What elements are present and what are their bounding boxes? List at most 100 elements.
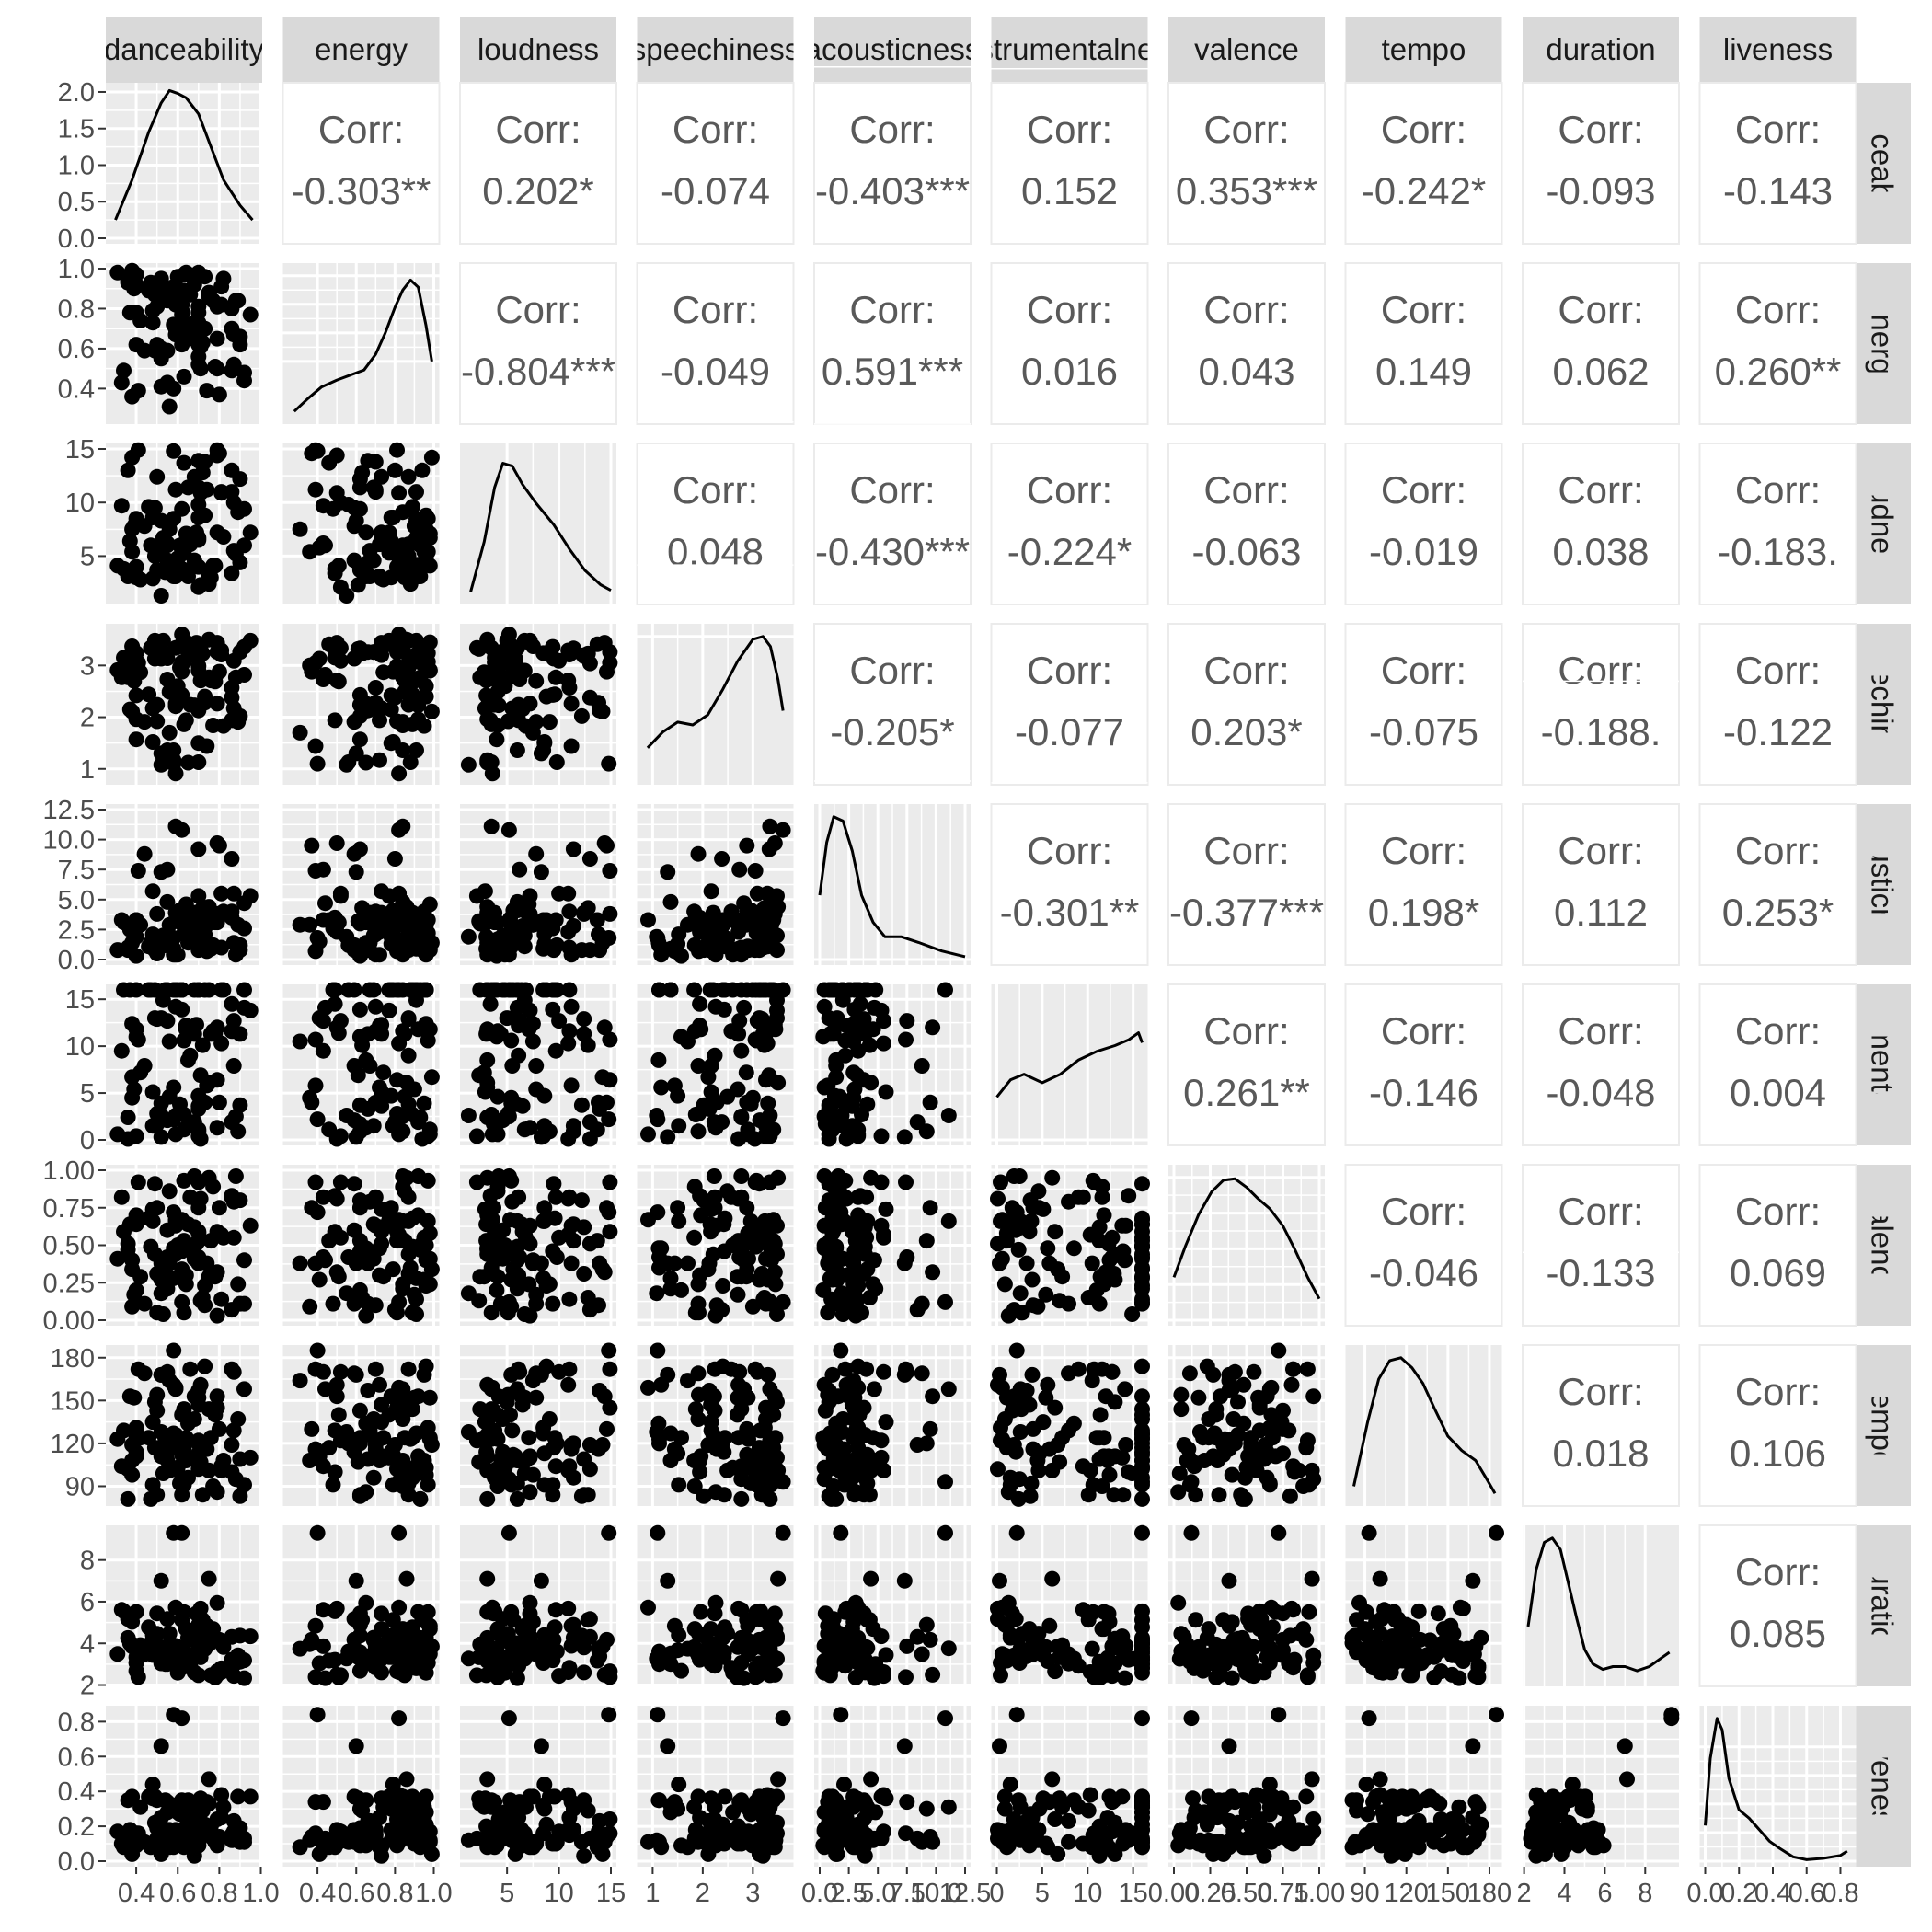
scatter-point [769,1449,785,1466]
scatter-point [1451,1670,1467,1686]
scatter-point [764,1788,779,1805]
scatter-point [1061,1295,1076,1312]
scatter-point [730,1131,747,1147]
scatter-point [330,1407,347,1423]
scatter-point [113,1189,130,1205]
scatter-point [372,712,387,729]
corr-label: Corr: [1203,108,1289,151]
scatter-point [155,1466,171,1481]
scatter-point [846,1487,863,1503]
scatter-point [116,1839,132,1856]
scatter-point [421,1276,438,1293]
scatter-point [764,1614,779,1630]
panel-liveness-acousticness [814,1706,971,1867]
y-tick-label: 2 [80,1672,95,1701]
scatter-point [128,1213,144,1229]
scatter-point [242,1449,259,1466]
scatter-point [1096,1276,1112,1293]
scatter-point [153,1655,169,1672]
scatter-point [236,982,252,998]
scatter-point [730,1286,746,1303]
scatter-point [479,1169,496,1186]
scatter-point [851,1407,868,1423]
scatter-point [126,673,143,689]
scatter-point [845,1016,862,1032]
panel-loudness-energy [282,442,440,604]
scatter-point [859,1475,876,1491]
scatter-point [1096,1207,1112,1224]
scatter-point [730,924,747,940]
scatter-point [914,1058,930,1074]
scatter-point [418,1252,434,1269]
scatter-point [1206,1797,1223,1813]
scatter-point [601,755,617,772]
strip-right-energy: energy [1854,263,1911,424]
scatter-point [209,1484,225,1501]
scatter-point [479,1376,496,1393]
scatter-point [775,1294,791,1310]
scatter-point [1104,1363,1121,1380]
scatter-point [561,982,578,998]
scatter-point [194,1487,211,1503]
scatter-point [186,315,202,331]
scatter-point [215,903,232,920]
scatter-point [1006,1168,1022,1184]
scatter-point [332,1668,349,1685]
scatter-point [640,1599,656,1616]
scatter-point [398,899,415,915]
scatter-point [918,1233,935,1249]
scatter-point [563,1255,580,1271]
panel-loudness-duration: Corr:0.038 [1522,443,1680,605]
strip-label: speechiness [631,32,799,66]
scatter-point [236,1252,252,1269]
scatter-point [124,521,141,537]
scatter-point [307,1031,324,1048]
corr-value: 0.149 [1375,350,1472,393]
scatter-point [1238,1804,1255,1821]
scatter-point [820,1441,836,1457]
x-tick-label: 0.75 [1257,1879,1308,1908]
y-tick-label: 0.6 [58,1742,95,1772]
scatter-point [479,899,496,915]
scatter-point [816,1240,833,1257]
corr-value: -0.049 [661,350,770,393]
scatter-point [707,1116,723,1133]
scatter-point [1107,1655,1123,1672]
scatter-point [362,1058,378,1074]
scatter-point [1524,1823,1541,1840]
scatter-point [1101,1614,1118,1630]
scatter-point [815,1029,832,1045]
scatter-point [1085,1604,1101,1620]
scatter-point [124,1016,141,1032]
corr-value: 0.018 [1552,1432,1649,1475]
scatter-point [199,481,215,498]
scatter-point [1008,1342,1025,1359]
scatter-point [551,885,568,902]
x-tick-label: 1.0 [242,1879,279,1908]
panel-valence-acousticness [814,1165,971,1326]
panel-tempo-danceability [106,1342,263,1507]
scatter-point [993,1655,1008,1671]
scatter-point [602,1224,618,1240]
scatter-point [209,696,225,712]
panel-acousticness-liveness: Corr:0.253* [1698,803,1857,966]
scatter-point [153,1108,169,1123]
scatter-point [937,1474,953,1490]
scatter-point [834,1306,851,1322]
scatter-point [120,462,136,478]
scatter-point [649,1650,665,1667]
scatter-point [1201,1832,1217,1848]
scatter-point [1070,1658,1087,1674]
scatter-point [898,1031,914,1048]
x-tick-label: 1.00 [1294,1879,1345,1908]
scatter-point [1201,1430,1217,1446]
scatter-point [1383,1664,1399,1681]
scatter-point [1451,1799,1467,1815]
scatter-point [650,1524,666,1541]
scatter-point [1570,1832,1587,1848]
scatter-point [116,362,132,379]
scatter-point [146,1176,163,1192]
scatter-point [703,1790,719,1807]
scatter-point [602,1669,618,1685]
scatter-point [199,943,215,960]
